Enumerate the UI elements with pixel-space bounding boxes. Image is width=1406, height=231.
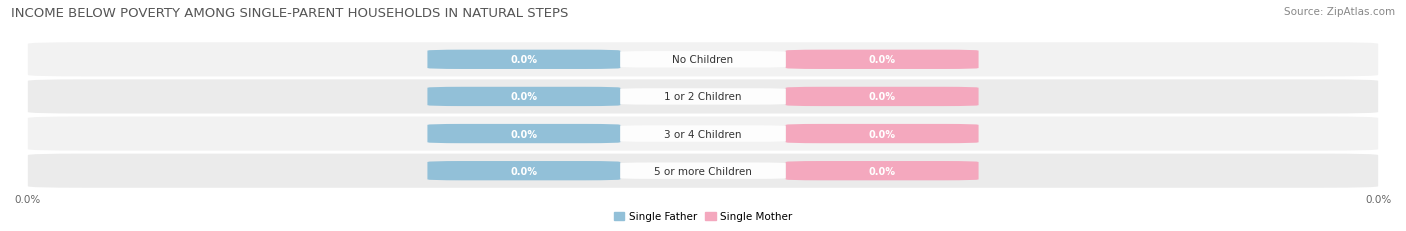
Text: No Children: No Children <box>672 55 734 65</box>
FancyBboxPatch shape <box>620 126 786 142</box>
FancyBboxPatch shape <box>786 87 979 107</box>
Text: Source: ZipAtlas.com: Source: ZipAtlas.com <box>1284 7 1395 17</box>
FancyBboxPatch shape <box>28 117 1378 151</box>
FancyBboxPatch shape <box>427 124 620 144</box>
Text: 0.0%: 0.0% <box>1365 194 1392 204</box>
Text: INCOME BELOW POVERTY AMONG SINGLE-PARENT HOUSEHOLDS IN NATURAL STEPS: INCOME BELOW POVERTY AMONG SINGLE-PARENT… <box>11 7 568 20</box>
Text: 5 or more Children: 5 or more Children <box>654 166 752 176</box>
FancyBboxPatch shape <box>427 161 620 181</box>
FancyBboxPatch shape <box>786 124 979 144</box>
FancyBboxPatch shape <box>28 43 1378 77</box>
Text: 0.0%: 0.0% <box>510 55 537 65</box>
FancyBboxPatch shape <box>427 50 620 70</box>
FancyBboxPatch shape <box>620 89 786 105</box>
Text: 0.0%: 0.0% <box>510 92 537 102</box>
Text: 0.0%: 0.0% <box>869 166 896 176</box>
Text: 0.0%: 0.0% <box>510 129 537 139</box>
Legend: Single Father, Single Mother: Single Father, Single Mother <box>610 207 796 226</box>
Text: 0.0%: 0.0% <box>14 194 41 204</box>
Text: 1 or 2 Children: 1 or 2 Children <box>664 92 742 102</box>
Text: 0.0%: 0.0% <box>869 129 896 139</box>
FancyBboxPatch shape <box>28 80 1378 114</box>
FancyBboxPatch shape <box>786 161 979 181</box>
FancyBboxPatch shape <box>28 154 1378 188</box>
FancyBboxPatch shape <box>786 50 979 70</box>
FancyBboxPatch shape <box>620 163 786 179</box>
FancyBboxPatch shape <box>620 52 786 68</box>
FancyBboxPatch shape <box>427 87 620 107</box>
Text: 0.0%: 0.0% <box>510 166 537 176</box>
Text: 0.0%: 0.0% <box>869 92 896 102</box>
Text: 0.0%: 0.0% <box>869 55 896 65</box>
Text: 3 or 4 Children: 3 or 4 Children <box>664 129 742 139</box>
